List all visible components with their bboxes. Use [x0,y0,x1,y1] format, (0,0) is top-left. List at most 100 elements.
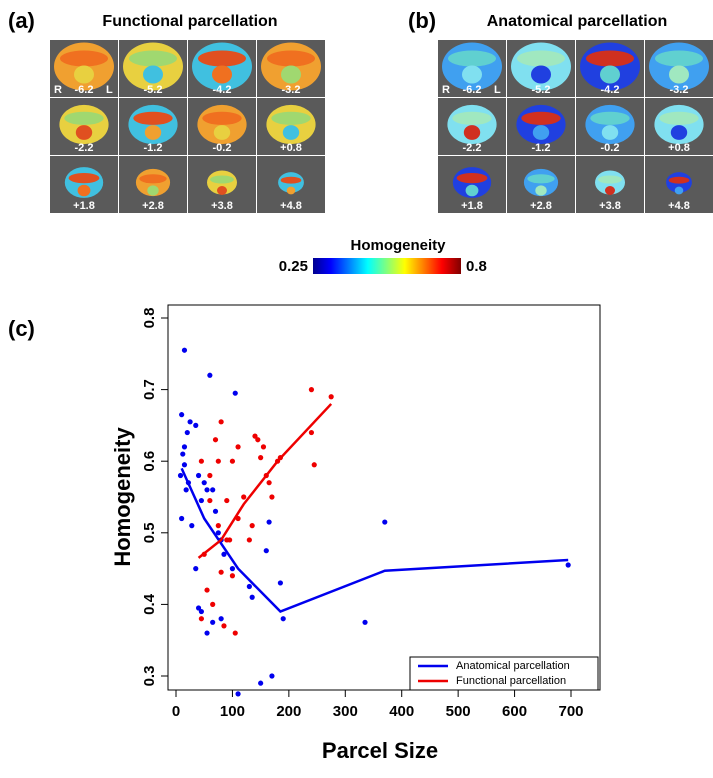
slice-label: +2.8 [142,200,164,212]
data-point [218,419,224,425]
brain-region [267,50,315,67]
data-point [204,587,210,593]
brain-region [280,176,302,184]
data-point [565,562,571,568]
data-point [201,551,207,557]
data-point [181,462,188,468]
brain-region [655,50,703,67]
x-tick-label: 300 [333,703,358,720]
data-point [210,487,216,493]
data-point [207,497,213,504]
data-point [263,548,269,554]
brain-region [521,111,561,125]
colorbar-title: Homogeneity [350,237,446,254]
slice-label: -4.2 [213,84,232,96]
data-point [221,623,227,629]
y-tick-label: 0.7 [141,379,158,400]
data-point [229,566,236,572]
y-tick-label: 0.6 [141,451,158,472]
data-point [185,480,192,486]
legend-label: Functional parcellation [456,675,566,687]
slice-label: +1.8 [73,200,95,212]
brain-region [465,184,479,197]
x-tick-label: 500 [446,703,471,720]
colorbar-min: 0.25 [279,258,308,275]
brain-region [601,125,619,140]
data-point [207,372,213,378]
brain-region [586,50,634,67]
brain-region [212,65,232,84]
data-point [195,605,202,611]
brain-region [74,65,94,84]
data-point [263,472,269,479]
brain-region [68,172,100,184]
brain-region [527,174,555,184]
brain-region [605,186,615,195]
slice-label: -0.2 [601,142,620,154]
data-point [180,451,186,457]
data-point [328,394,334,400]
colorbar-max: 0.8 [466,258,487,275]
brain-region [448,50,496,67]
panel-title: Functional parcellation [102,13,277,30]
brain-region [281,65,301,84]
data-point [382,519,388,525]
data-point [177,472,184,479]
data-point [260,444,267,450]
brain-region [598,175,622,184]
data-point [179,515,185,522]
brain-region [282,125,300,140]
brain-region [213,125,231,140]
data-point [229,573,236,579]
data-point [311,462,317,468]
data-point [204,487,210,493]
slice-label: +1.8 [461,200,483,212]
data-point [193,566,199,572]
data-point [210,601,216,608]
y-tick-label: 0.5 [141,522,158,543]
x-axis-label: Parcel Size [322,738,438,763]
slice-label: -6.2 [75,84,94,96]
x-tick-label: 0 [172,703,180,720]
data-point [280,616,286,622]
brain-region [271,111,311,125]
x-tick-label: 200 [276,703,301,720]
slice-label: -2.2 [463,142,482,154]
data-point [235,691,241,697]
brain-region [210,175,234,184]
slice-label: -3.2 [670,84,689,96]
brain-region [143,65,163,84]
data-point [252,433,258,439]
data-point [210,619,216,625]
data-point [187,419,193,425]
data-point [269,673,275,679]
data-point [198,608,204,615]
brain-region [452,111,492,125]
data-point [215,530,221,536]
data-point [181,347,188,353]
data-point [235,444,241,450]
brain-region [659,111,699,125]
data-point [201,480,207,486]
slice-label: -1.2 [532,142,551,154]
brain-region [144,125,162,140]
slice-label: -3.2 [282,84,301,96]
slice-label: +4.8 [668,200,690,212]
data-point [215,458,221,464]
brain-region [202,111,242,125]
brain-region [668,176,690,184]
slice-label: +3.8 [599,200,621,212]
data-point [195,472,202,479]
brain-region [517,50,565,67]
slice-label: -1.2 [144,142,163,154]
x-tick-label: 400 [389,703,414,720]
brain-region [217,186,227,195]
data-point [249,523,255,529]
brain-region [463,125,481,140]
brain-region [286,186,296,195]
data-point [198,458,204,464]
panel-label: (c) [8,316,35,341]
brain-region [139,174,167,184]
data-point [218,616,224,622]
brain-region [60,50,108,67]
